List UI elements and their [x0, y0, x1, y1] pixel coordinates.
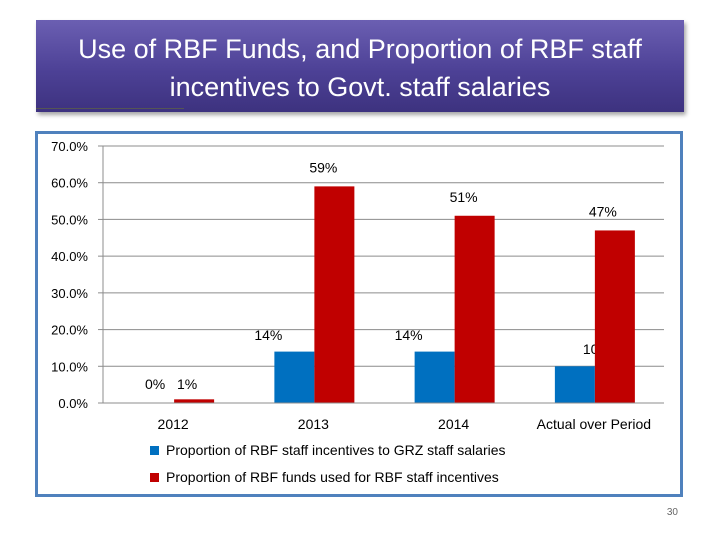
legend-swatch — [150, 473, 159, 482]
title-underline — [36, 108, 184, 109]
data-label: 51% — [450, 189, 478, 205]
data-label: 0% — [145, 376, 165, 392]
y-tick-label: 60.0% — [51, 176, 88, 191]
legend-swatch — [150, 446, 159, 455]
x-tick-label: 2012 — [158, 416, 189, 432]
bar — [414, 351, 455, 403]
y-tick-label: 30.0% — [51, 286, 88, 301]
x-tick-label: 2014 — [438, 416, 469, 432]
chart-frame — [35, 131, 683, 497]
bar — [594, 230, 635, 403]
legend-label: Proportion of RBF funds used for RBF sta… — [166, 469, 499, 485]
data-label: 47% — [589, 203, 617, 219]
bar — [274, 351, 315, 403]
bar — [174, 399, 215, 403]
y-tick-label: 0.0% — [58, 396, 88, 411]
bar — [314, 186, 355, 403]
data-label: 14% — [254, 327, 282, 343]
y-tick-label: 20.0% — [51, 323, 88, 338]
slide-title-line-1: Use of RBF Funds, and Proportion of RBF … — [78, 34, 642, 64]
y-tick-label: 50.0% — [51, 212, 88, 227]
y-tick-label: 10.0% — [51, 359, 88, 374]
x-tick-label: 2013 — [298, 416, 329, 432]
data-label: 1% — [177, 376, 197, 392]
y-tick-label: 70.0% — [51, 139, 88, 154]
data-label: 14% — [395, 327, 423, 343]
x-tick-label: Actual over Period — [537, 416, 651, 432]
slide-title: Use of RBF Funds, and Proportion of RBF … — [36, 30, 684, 106]
legend-label: Proportion of RBF staff incentives to GR… — [166, 442, 506, 458]
bar — [554, 366, 595, 403]
title-banner — [36, 20, 684, 112]
page-number: 30 — [666, 507, 678, 518]
bar — [454, 215, 495, 403]
y-tick-label: 40.0% — [51, 249, 88, 264]
data-label: 59% — [309, 159, 337, 175]
slide-title-line-2: incentives to Govt. staff salaries — [169, 72, 551, 102]
